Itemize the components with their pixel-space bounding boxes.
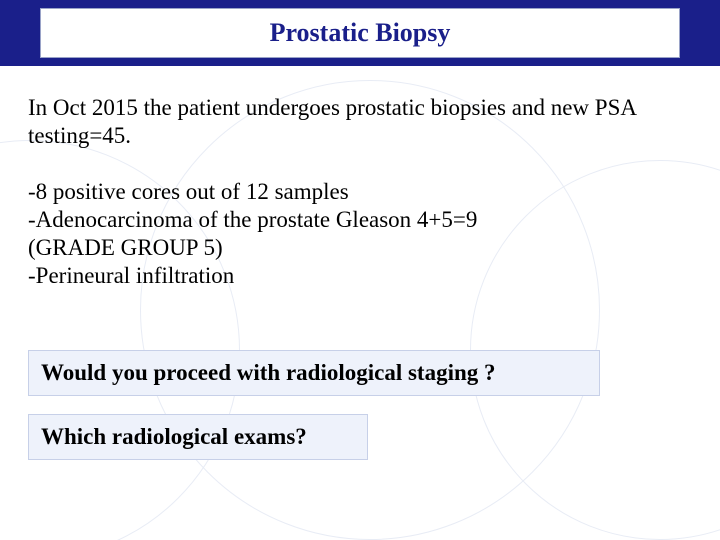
question-box: Would you proceed with radiological stag… — [28, 350, 600, 396]
findings-list: -8 positive cores out of 12 samples -Ade… — [28, 178, 692, 290]
slide-content: In Oct 2015 the patient undergoes prosta… — [0, 66, 720, 478]
finding-line: (GRADE GROUP 5) — [28, 234, 692, 262]
finding-line: -Perineural infiltration — [28, 262, 692, 290]
page-title: Prostatic Biopsy — [270, 18, 451, 48]
title-bar: Prostatic Biopsy — [0, 0, 720, 66]
question-box: Which radiological exams? — [28, 414, 368, 460]
finding-line: -Adenocarcinoma of the prostate Gleason … — [28, 206, 692, 234]
intro-paragraph: In Oct 2015 the patient undergoes prosta… — [28, 94, 692, 150]
title-box: Prostatic Biopsy — [40, 8, 680, 58]
finding-line: -8 positive cores out of 12 samples — [28, 178, 692, 206]
